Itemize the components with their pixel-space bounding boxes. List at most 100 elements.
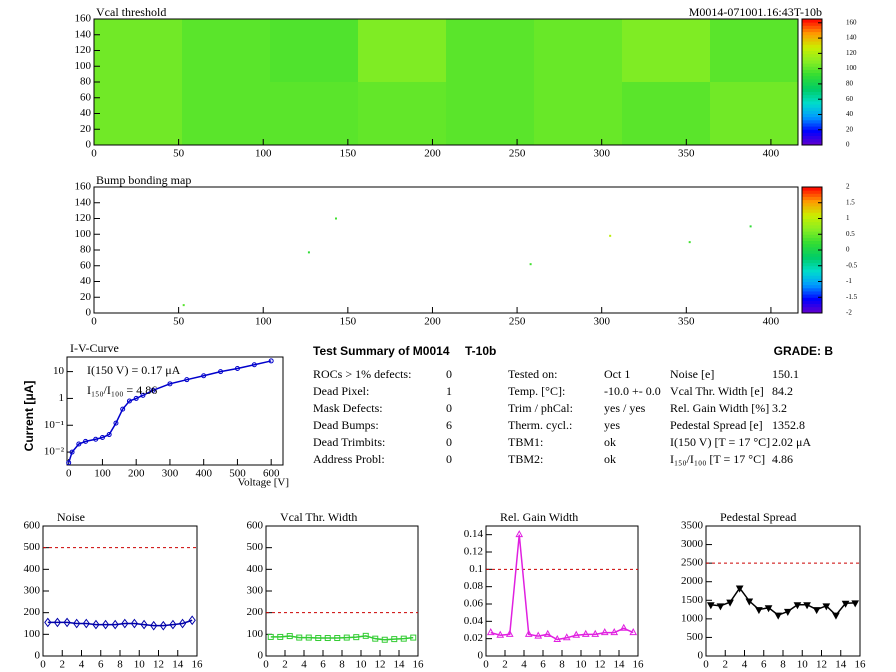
x-tick-label: 100 [255,316,272,328]
summary-value: 1 [446,384,452,398]
marker [486,628,495,636]
marker [99,434,105,440]
y-tick-label: 0 [258,650,264,662]
marker [140,619,148,630]
x-tick-label: 16 [633,659,645,671]
marker [851,600,860,608]
colorbar-cell [802,278,822,282]
y-tick-label: 200 [24,606,41,618]
y-tick-label: 1500 [681,594,704,606]
data-line [47,619,193,627]
marker [410,634,417,641]
colorbar-cell [802,227,822,232]
y-tick-label: 60 [80,91,92,103]
marker [324,635,331,642]
heatmap-cell [182,19,270,82]
colorbar-cell [802,72,822,77]
x-tick-label: 8 [339,659,345,671]
summary-label: TBM2: [508,452,543,466]
summary-value: 0 [446,435,452,449]
y-tick-label: 600 [24,520,41,532]
marker [524,629,533,637]
summary-label: Dead Bumps: [313,418,379,432]
colorbar-cell [802,309,822,314]
heatmap-cell [270,19,358,82]
x-tick-label: 10 [797,659,809,671]
marker [234,366,240,372]
summary-label: Therm. cycl.: [508,418,572,432]
annotation: I(150 V) = 0.17 μA [87,363,181,377]
y-axis-title: Current [μA] [22,381,36,452]
heatmap-cell [710,19,798,82]
y-tick-label: 1000 [681,612,704,624]
colorbar-cell [802,265,822,270]
y-tick-label: 600 [247,520,264,532]
summary-value: 0 [446,401,452,415]
colorbar-cell [802,116,822,121]
x-tick-label: 300 [593,148,610,160]
colorbar-cell [802,44,822,48]
x-tick-label: 4 [742,659,748,671]
heatmap-cell [94,82,182,145]
heatmap-cell [622,19,710,82]
colorbar-cell [802,246,822,251]
colorbar-cell [802,107,822,111]
y-tick-label: 160 [75,181,92,193]
marker [73,618,81,629]
chart-title: Noise [57,510,85,524]
y-tick-label: 0 [478,650,484,662]
colorbar-label: 120 [846,49,857,57]
marker [610,628,619,636]
y-tick-label: 40 [80,107,92,119]
data-line [270,635,414,641]
colorbar-cell [802,306,822,311]
summary-label: Noise [e] [670,367,714,381]
marker [706,602,715,610]
marker [121,618,129,629]
chart-title: Pedestal Spread [720,510,796,524]
summary-value: 2.02 μA [772,435,811,449]
marker [169,619,177,630]
colorbar-cell [802,300,822,305]
data-line [490,534,634,641]
x-tick-label: 250 [509,316,526,328]
marker [106,432,112,438]
marker [619,623,628,631]
marker [53,617,62,628]
marker [286,633,293,640]
x-tick-label: 12 [375,659,386,671]
x-tick-label: 4 [301,659,307,671]
colorbar-label: 1 [846,214,850,222]
heatmap-cell [534,19,622,82]
y-tick-label: 0.08 [464,580,484,592]
x-tick-label: 16 [855,659,867,671]
y-tick-label: 400 [247,563,264,575]
marker [93,436,99,442]
x-tick-label: 200 [424,316,441,328]
colorbar-cell [802,212,822,216]
colorbar-cell [802,253,822,257]
colorbar-cell [802,259,822,264]
x-tick-label: 12 [153,659,164,671]
summary-value: ok [604,435,616,449]
y-tick-label: 300 [247,585,264,597]
chart-subtitle: M0014-071001.16:43T-10b [689,5,822,19]
hit-pixel [609,234,612,237]
colorbar-label: -2 [846,309,852,317]
x-tick-label: 10 [134,659,146,671]
marker [277,633,284,640]
colorbar-cell [802,129,822,133]
summary-value: 0 [446,452,452,466]
heatmap-cell [446,19,534,82]
colorbar-cell [802,287,822,292]
x-tick-label: 150 [340,316,357,328]
heatmap-cell [622,82,710,145]
colorbar-cell [802,88,822,92]
x-tick-label: 250 [509,148,526,160]
colorbar-label: 40 [846,110,854,118]
marker [793,602,802,610]
colorbar-label: 60 [846,95,854,103]
marker [716,603,725,611]
marker [515,530,524,538]
colorbar-cell [802,50,822,55]
